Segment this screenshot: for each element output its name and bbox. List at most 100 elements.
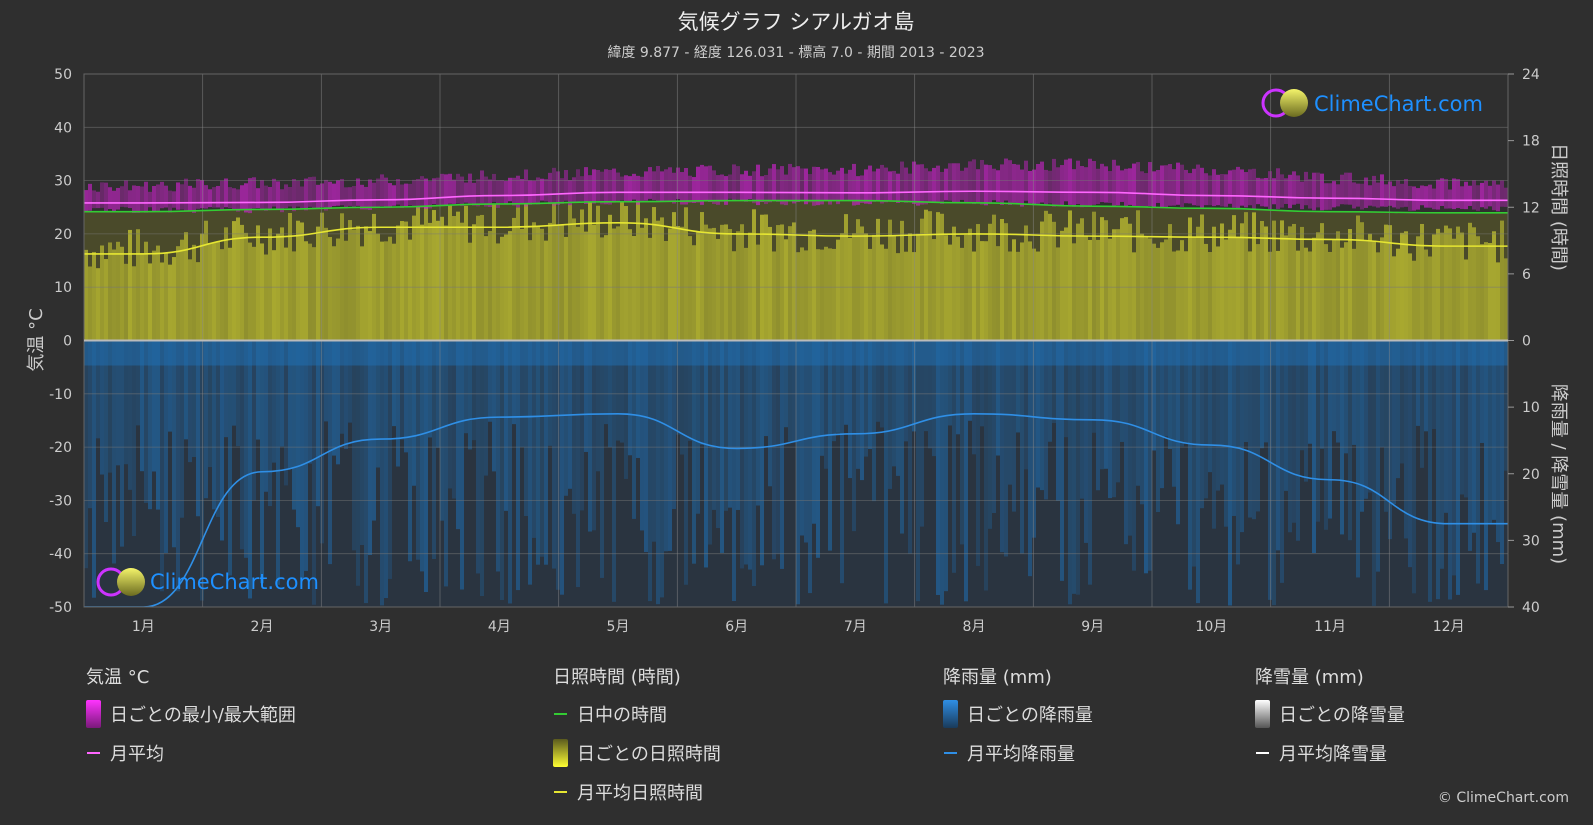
daily-sunshine-bar <box>1292 223 1296 341</box>
daily-rain-bar <box>580 340 584 511</box>
daily-rain-bar <box>1048 340 1052 442</box>
daily-temperature-bar <box>160 181 164 209</box>
daily-temperature-bar <box>372 182 376 209</box>
daily-rain-bar <box>372 340 376 521</box>
daily-sunshine-bar <box>764 214 768 341</box>
daily-sunshine-bar <box>1224 239 1228 341</box>
daily-temperature-bar <box>1476 185 1480 211</box>
daily-rain-bar <box>1088 340 1092 585</box>
daily-temperature-bar <box>404 183 408 208</box>
daily-temperature-bar <box>1348 172 1352 205</box>
daily-temperature-bar <box>464 182 468 203</box>
daily-sunshine-bar <box>1448 228 1452 341</box>
daily-rain-bar <box>488 340 492 422</box>
daily-sunshine-bar <box>604 235 608 341</box>
daily-sunshine-bar <box>236 217 240 341</box>
daily-temperature-bar <box>924 168 928 205</box>
daily-temperature-bar <box>684 167 688 205</box>
daily-sunshine-bar <box>332 246 336 341</box>
daily-temperature-bar <box>360 184 364 210</box>
daily-sunshine-bar <box>96 268 100 341</box>
daily-sunshine-bar <box>544 240 548 341</box>
daily-temperature-bar <box>168 190 172 213</box>
daily-temperature-bar <box>688 175 692 203</box>
daily-rain-bar <box>920 340 924 527</box>
daily-rain-bar <box>688 340 692 441</box>
daily-rain-bar <box>1420 340 1424 468</box>
daily-temperature-bar <box>480 170 484 204</box>
daily-rain-bar <box>292 340 296 510</box>
daily-temperature-bar <box>776 169 780 202</box>
daily-temperature-bar <box>88 183 92 211</box>
daily-sunshine-bar <box>1400 232 1404 341</box>
daily-sunshine-bar <box>556 224 560 341</box>
daily-rain-bar <box>640 340 644 531</box>
daily-temperature-bar <box>1500 180 1504 207</box>
daily-rain-bar <box>1064 340 1068 438</box>
daily-sunshine-bar <box>232 221 236 341</box>
temperature-tick-label: -20 <box>49 440 72 456</box>
daily-rain-bar <box>492 340 496 472</box>
daily-rain-bar <box>956 340 960 435</box>
daily-temperature-bar <box>644 171 648 201</box>
daily-sunshine-bar <box>1408 253 1412 341</box>
daily-rain-bar <box>1032 340 1036 538</box>
daily-sunshine-bar <box>184 232 188 341</box>
daily-rain-bar <box>116 340 120 466</box>
daily-sunshine-bar <box>1204 243 1208 341</box>
daily-temperature-bar <box>532 180 536 203</box>
daily-rain-bar <box>300 340 304 580</box>
daily-sunshine-bar <box>532 222 536 341</box>
daily-sunshine-bar <box>1120 218 1124 341</box>
daily-sunshine-bar <box>1036 251 1040 341</box>
daily-temperature-bar <box>448 173 452 204</box>
daily-rain-bar <box>1272 340 1276 606</box>
daily-rain-bar <box>284 340 288 486</box>
daily-temperature-bar <box>500 179 504 203</box>
month-tick-label: 11月 <box>1314 619 1346 635</box>
daily-temperature-bar <box>1256 177 1260 205</box>
daily-rain-bar <box>216 340 220 517</box>
daily-rain-bar <box>584 340 588 452</box>
daily-sunshine-bar <box>536 225 540 341</box>
series-line <box>84 221 1508 255</box>
daily-sunshine-bar <box>1248 251 1252 341</box>
daily-rain-bar <box>108 340 112 473</box>
daily-rain-bar <box>1252 340 1256 520</box>
daily-temperature-bar <box>240 185 244 209</box>
daily-sunshine-bar <box>820 249 824 341</box>
daily-rain-bar <box>648 340 652 602</box>
daily-sunshine-bar <box>1332 239 1336 341</box>
daily-sunshine-bar <box>608 214 612 341</box>
daily-rain-bar <box>1316 340 1320 522</box>
daily-temperature-bar <box>1468 185 1472 206</box>
daily-rain-bar <box>204 340 208 499</box>
daily-sunshine-bar <box>1184 251 1188 341</box>
brand-name-bottom: ClimeChart.com <box>150 570 319 594</box>
daily-sunshine-bar <box>1396 248 1400 341</box>
daily-temperature-bar <box>204 185 208 209</box>
daily-rain-bar <box>836 340 840 433</box>
daily-rain-bar <box>616 340 620 441</box>
daily-rain-bar <box>1236 340 1240 565</box>
daily-sunshine-bar <box>1096 239 1100 341</box>
daily-sunshine-bar <box>1032 248 1036 341</box>
daily-temperature-bar <box>536 177 540 205</box>
daily-sunshine-bar <box>84 249 88 341</box>
temperature-axis-title: 気温 °C <box>26 308 47 371</box>
daily-rain-bar <box>612 340 616 602</box>
daily-sunshine-bar <box>1456 226 1460 341</box>
daily-rain-bar <box>1500 340 1504 565</box>
daily-sunshine-bar <box>1228 229 1232 341</box>
daily-rain-bar <box>1392 340 1396 505</box>
daily-sunshine-bar <box>1344 242 1348 341</box>
daily-rain-bar <box>1360 340 1364 512</box>
series-line <box>84 412 1508 607</box>
daily-rain-bar <box>500 340 504 600</box>
daily-temperature-bar <box>148 191 152 208</box>
daily-temperature-bar <box>1392 186 1396 208</box>
daily-temperature-bar <box>452 179 456 204</box>
daily-sunshine-bar <box>1064 227 1068 341</box>
